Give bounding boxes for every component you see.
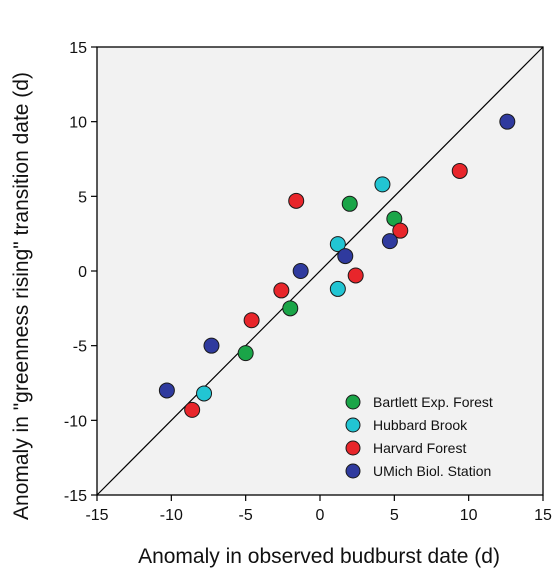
data-point: [451, 162, 468, 179]
plot-frame: [96, 46, 544, 496]
y-tick-label: 0: [78, 264, 87, 281]
legend-label: Harvard Forest: [373, 440, 466, 456]
data-point: [292, 263, 309, 279]
legend-marker: [345, 394, 361, 410]
data-point: [337, 248, 354, 265]
data-point: [329, 236, 346, 253]
x-tick-label: 0: [316, 507, 325, 524]
x-axis-label: Anomaly in observed budburst date (d): [138, 545, 500, 568]
data-point: [499, 113, 516, 130]
y-axis-label: Anomaly in "greenness rising" transition…: [10, 72, 33, 520]
x-tick-label: -5: [239, 507, 253, 524]
y-tick-label: -10: [64, 413, 87, 430]
axis-ticks: -15 -10 -5 0 5 10 15 -15 -10 -5 0 5 10 15: [64, 40, 552, 524]
data-point: [392, 222, 409, 239]
x-tick-label: -15: [85, 507, 108, 524]
data-points: [158, 113, 516, 418]
data-point: [288, 192, 305, 209]
data-point: [158, 382, 175, 399]
data-point: [374, 176, 391, 193]
legend: Bartlett Exp. Forest Hubbard Brook Harvard…: [345, 394, 493, 479]
data-point: [184, 401, 201, 418]
y-tick-label: -5: [73, 339, 87, 356]
legend-label: UMich Biol. Station: [373, 463, 491, 479]
data-point: [196, 385, 213, 402]
x-tick-label: -10: [160, 507, 183, 524]
data-point: [341, 195, 358, 212]
x-tick-label: 5: [390, 507, 399, 524]
y-tick-label: 10: [69, 115, 87, 132]
legend-marker: [345, 463, 361, 479]
data-point: [273, 282, 290, 299]
legend-marker: [345, 440, 361, 456]
data-point: [203, 337, 220, 354]
data-point: [237, 345, 254, 362]
data-point: [347, 267, 364, 284]
y-tick-label: -15: [64, 488, 87, 505]
data-point: [381, 233, 398, 250]
data-point: [282, 300, 299, 317]
x-tick-label: 15: [534, 507, 552, 524]
one-to-one-line: [96, 46, 544, 496]
legend-label: Bartlett Exp. Forest: [373, 394, 493, 410]
legend-marker: [345, 417, 361, 433]
x-tick-label: 10: [460, 507, 478, 524]
y-tick-label: 5: [78, 189, 87, 206]
data-point: [243, 312, 260, 329]
legend-label: Hubbard Brook: [373, 417, 468, 433]
y-tick-label: 15: [69, 40, 87, 57]
data-point: [329, 280, 346, 297]
